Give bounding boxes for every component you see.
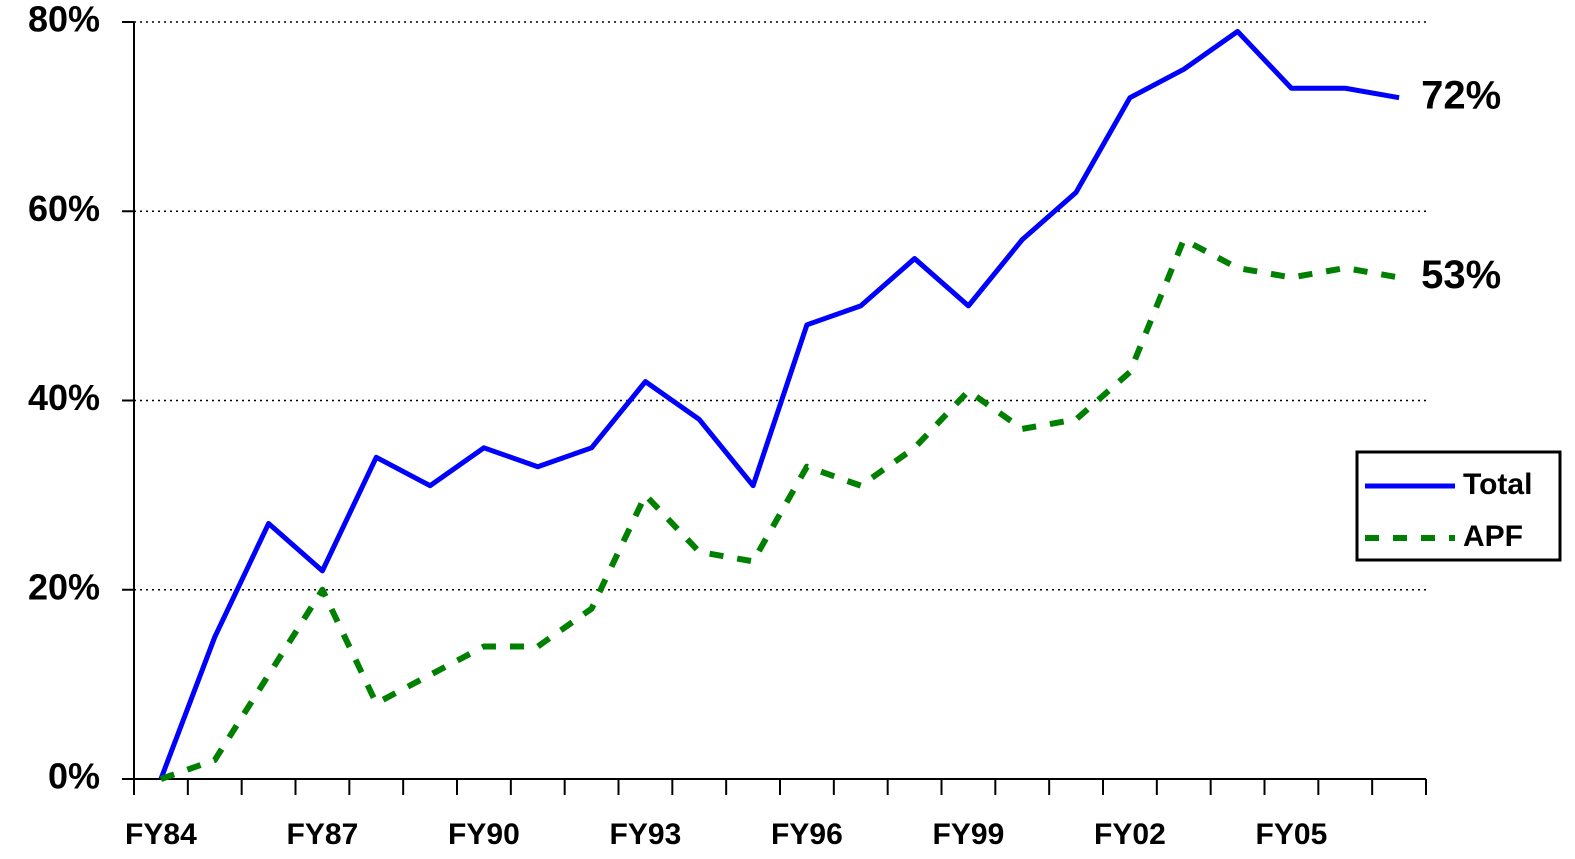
x-tick-label: FY87 bbox=[287, 818, 359, 851]
x-tick-label: FY93 bbox=[610, 818, 682, 851]
series-line bbox=[158, 28, 1400, 780]
y-tick-label: 20% bbox=[28, 566, 100, 607]
x-tick-label: FY90 bbox=[448, 818, 520, 851]
legend-box bbox=[1355, 450, 1562, 562]
data-label: 72% bbox=[1421, 73, 1501, 117]
legend-label: Total bbox=[1463, 468, 1532, 501]
y-tick-label: 80% bbox=[28, 0, 100, 40]
x-tick-label: FY05 bbox=[1256, 818, 1328, 851]
x-tick-label: FY99 bbox=[933, 818, 1005, 851]
y-tick-label: 40% bbox=[28, 377, 100, 418]
y-tick-label: 0% bbox=[48, 756, 100, 797]
x-tick-label: FY84 bbox=[125, 818, 197, 851]
legend-label: APF bbox=[1463, 520, 1523, 553]
x-tick-label: FY02 bbox=[1094, 818, 1166, 851]
x-tick-label: FY96 bbox=[771, 818, 843, 851]
series-line bbox=[159, 236, 1400, 782]
y-tick-label: 60% bbox=[28, 188, 100, 229]
data-label: 53% bbox=[1421, 253, 1501, 297]
